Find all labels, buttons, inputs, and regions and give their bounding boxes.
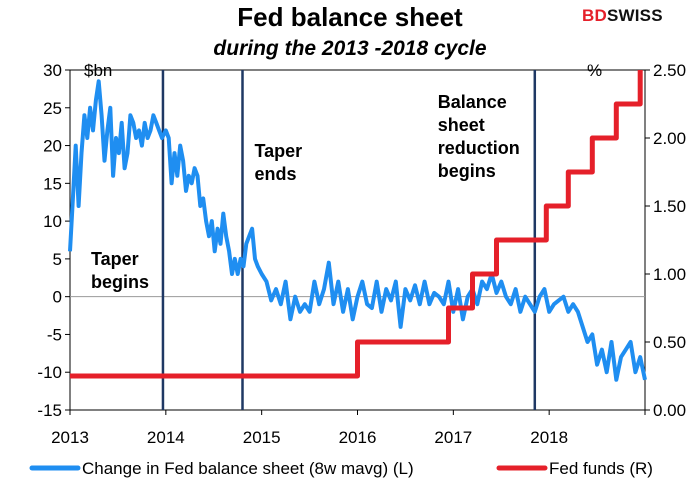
right-axis-unit-label: %: [587, 61, 602, 80]
x-axis-tick-label: 2014: [147, 428, 185, 447]
left-axis-tick-label: 20: [43, 137, 62, 156]
left-axis-tick-label: 5: [53, 250, 62, 269]
event-annotation-line: begins: [91, 272, 149, 292]
right-axis-tick-label: 1.00: [653, 265, 686, 284]
left-axis-tick-label: 10: [43, 212, 62, 231]
left-axis-tick-label: 0: [53, 288, 62, 307]
event-annotation-line: Balance: [438, 92, 507, 112]
right-axis-tick-label: 0.50: [653, 333, 686, 352]
x-axis-tick-label: 2015: [243, 428, 281, 447]
x-axis-tick-label: 2013: [51, 428, 89, 447]
balance-sheet-change-line: [68, 79, 647, 382]
right-axis-tick-label: 1.50: [653, 197, 686, 216]
left-axis-tick-label: 25: [43, 99, 62, 118]
legend-entry-label: Fed funds (R): [549, 459, 653, 478]
right-axis-tick-label: 2.50: [653, 61, 686, 80]
left-axis-tick-label: 30: [43, 61, 62, 80]
x-axis-tick-label: 2017: [434, 428, 472, 447]
left-axis-tick-label: 15: [43, 174, 62, 193]
event-annotation-line: reduction: [438, 138, 520, 158]
left-axis-tick-label: -5: [47, 325, 62, 344]
x-axis-tick-label: 2018: [530, 428, 568, 447]
left-axis-tick-label: -10: [37, 363, 62, 382]
event-annotation-line: ends: [255, 164, 297, 184]
logo-text-bd: BD: [582, 6, 607, 25]
right-axis-tick-label: 0.00: [653, 401, 686, 420]
fed-funds-line: [70, 70, 643, 379]
event-annotation-line: Taper: [91, 249, 139, 269]
logo-text-swiss: SWISS: [606, 6, 663, 25]
bdswiss-logo: BDSWISS: [582, 6, 663, 26]
chart-subtitle: during the 2013 -2018 cycle: [213, 37, 487, 60]
event-annotation-line: sheet: [438, 115, 485, 135]
left-axis-unit-label: $bn: [84, 61, 112, 80]
event-annotation-line: begins: [438, 161, 496, 181]
right-axis-tick-label: 2.00: [653, 129, 686, 148]
chart-title: Fed balance sheet: [237, 2, 463, 32]
left-axis-tick-label: -15: [37, 401, 62, 420]
x-axis-tick-label: 2016: [339, 428, 377, 447]
legend-entry-label: Change in Fed balance sheet (8w mavg) (L…: [82, 459, 414, 478]
event-annotation-line: Taper: [255, 141, 303, 161]
